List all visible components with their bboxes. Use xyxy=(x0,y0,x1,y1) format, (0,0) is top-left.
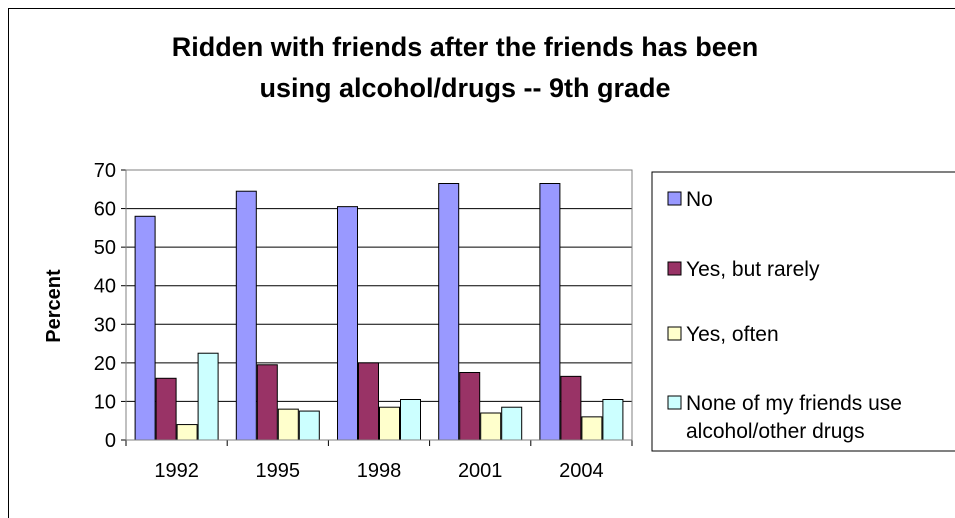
chart-title-line-1: Ridden with friends after the friends ha… xyxy=(172,32,759,62)
x-tick-label-1995: 1995 xyxy=(256,460,301,482)
chart-frame xyxy=(8,8,955,518)
bar-1995-series-3 xyxy=(298,410,320,441)
legend-box xyxy=(651,171,955,452)
bar-2004-series-0 xyxy=(539,183,561,441)
bar-1998-series-2 xyxy=(379,406,400,441)
legend-swatch-yes-rarely xyxy=(667,261,682,276)
bar-1998-series-0 xyxy=(337,206,358,441)
bar-1992-series-1 xyxy=(155,377,177,441)
y-tick-label-20: 20 xyxy=(94,353,116,375)
chart-title-line-2: using alcohol/drugs -- 9th grade xyxy=(259,73,670,103)
x-axis-ticks: 1992 1995 1998 2001 2004 xyxy=(125,440,633,482)
y-tick-label-40: 40 xyxy=(94,276,116,298)
legend-swatch-no xyxy=(667,191,682,206)
x-tick-label-2004: 2004 xyxy=(559,460,604,482)
bar-1998-series-1 xyxy=(358,362,379,441)
y-tick-label-50: 50 xyxy=(94,237,116,259)
bars xyxy=(134,183,624,441)
y-axis-ticks: 0 10 20 30 40 50 60 70 xyxy=(94,160,126,452)
bar-1992-series-2 xyxy=(176,424,198,441)
legend-swatch-none xyxy=(667,395,682,410)
y-tick-label-70: 70 xyxy=(94,160,116,182)
legend-label-yes-rarely: Yes, but rarely xyxy=(686,258,820,281)
x-tick-label-2001: 2001 xyxy=(458,460,503,482)
y-axis-label: Percent xyxy=(43,269,65,343)
bar-1998-series-3 xyxy=(400,399,421,441)
legend: No Yes, but rarely Yes, often None of my… xyxy=(651,171,955,452)
bar-1992-series-0 xyxy=(134,215,156,441)
bar-1995-series-1 xyxy=(256,364,278,441)
legend-swatch-yes-often xyxy=(667,326,682,341)
plot-area-border xyxy=(125,169,633,441)
bar-2001-series-1 xyxy=(459,372,481,441)
bar-1995-series-2 xyxy=(277,408,299,441)
legend-label-no: No xyxy=(686,188,713,211)
bar-1995-series-0 xyxy=(235,190,257,441)
legend-label-yes-often: Yes, often xyxy=(686,323,779,346)
y-tick-label-60: 60 xyxy=(94,199,116,221)
legend-label-none-line-1: None of my friends use xyxy=(686,392,902,415)
x-tick-label-1998: 1998 xyxy=(357,460,402,482)
x-tick-label-1992: 1992 xyxy=(154,460,199,482)
bar-2004-series-2 xyxy=(581,416,603,441)
bar-2001-series-0 xyxy=(438,183,460,441)
y-tick-label-0: 0 xyxy=(105,430,116,452)
bar-2004-series-1 xyxy=(560,375,582,441)
y-tick-label-10: 10 xyxy=(94,391,116,413)
bar-1992-series-3 xyxy=(197,352,219,441)
y-tick-label-30: 30 xyxy=(94,314,116,336)
legend-label-none-line-2: alcohol/other drugs xyxy=(686,420,865,443)
bar-2001-series-3 xyxy=(501,406,523,441)
bar-2001-series-2 xyxy=(480,412,502,441)
bar-2004-series-3 xyxy=(602,399,624,441)
